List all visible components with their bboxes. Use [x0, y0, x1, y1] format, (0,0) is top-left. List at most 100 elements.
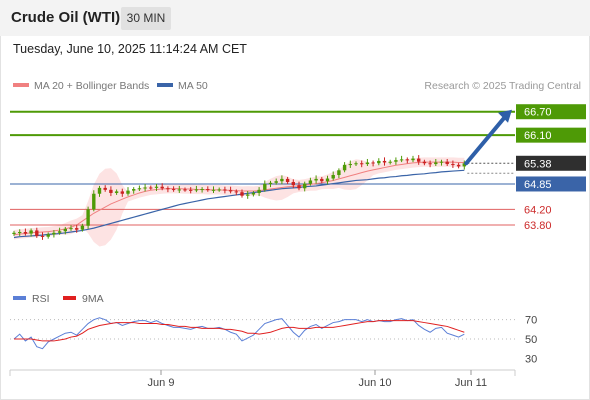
forecast-arrow-head — [498, 109, 512, 123]
bollinger-band — [14, 157, 465, 247]
level-label-66.70: 66.70 — [524, 107, 552, 119]
rsi-swatch — [13, 296, 26, 301]
ma20-label: MA 20 + Bollinger Bands — [34, 80, 150, 92]
candle — [434, 162, 438, 165]
candle — [257, 189, 261, 193]
level-label-64.20: 64.20 — [524, 204, 552, 216]
candle — [240, 192, 244, 196]
ma50-label: MA 50 — [178, 80, 208, 92]
candle — [417, 158, 421, 162]
candle — [228, 190, 233, 192]
legend-rsi: RSI — [13, 293, 50, 305]
candle — [456, 164, 461, 167]
candle — [280, 178, 284, 182]
candle — [217, 189, 221, 191]
candle — [120, 191, 124, 194]
candle — [194, 189, 199, 191]
candle — [46, 234, 50, 237]
candle — [40, 235, 45, 237]
candle — [234, 191, 238, 193]
timestamp: Tuesday, June 10, 2025 11:14:24 AM CET — [13, 42, 247, 56]
candle — [52, 232, 56, 235]
candle — [29, 230, 33, 234]
level-badge-66.70 — [516, 104, 586, 120]
rsi-label: RSI — [32, 293, 50, 305]
candle — [80, 225, 85, 230]
candle — [35, 230, 39, 236]
candle — [12, 232, 16, 234]
candle — [360, 163, 364, 165]
candle — [445, 161, 449, 165]
forecast-arrow — [464, 113, 508, 166]
candle — [337, 170, 341, 175]
candle — [462, 163, 466, 167]
candle — [314, 178, 318, 181]
candle — [137, 188, 142, 190]
level-badge-66.10 — [516, 127, 586, 143]
ma50-line — [13, 169, 465, 239]
level-badge-65.38 — [516, 155, 586, 171]
candle — [189, 189, 193, 191]
candle — [97, 187, 102, 194]
candle — [365, 162, 370, 165]
candle — [200, 189, 204, 191]
candle — [149, 187, 153, 189]
ma9-swatch — [63, 296, 76, 301]
candle — [331, 174, 335, 179]
credit-text: Research © 2025 Trading Central — [424, 80, 581, 92]
candle — [320, 178, 324, 182]
candle — [285, 178, 290, 183]
candle — [325, 178, 330, 182]
legend-ma50: MA 50 — [157, 80, 208, 92]
candle — [388, 161, 392, 163]
rsi-ma-line — [14, 320, 465, 342]
candle — [297, 185, 301, 189]
level-label-65.38: 65.38 — [524, 158, 552, 170]
candle — [223, 189, 227, 191]
candle — [348, 164, 352, 166]
candle — [206, 189, 210, 191]
candle — [428, 163, 432, 165]
timeframe-badge[interactable]: 30 MIN — [121, 7, 171, 30]
candle — [18, 232, 22, 234]
candle — [451, 164, 455, 166]
candle — [342, 164, 347, 171]
ma9-label: 9MA — [82, 293, 104, 305]
candle — [246, 194, 250, 196]
x-tick-label: Jun 9 — [148, 377, 175, 389]
rsi-tick-label: 30 — [525, 353, 537, 365]
x-tick-label: Jun 11 — [455, 377, 487, 389]
candle — [422, 161, 427, 164]
level-label-64.85: 64.85 — [524, 179, 552, 191]
candle — [439, 161, 444, 163]
candle — [394, 160, 398, 162]
candle — [154, 186, 159, 188]
level-label-63.80: 63.80 — [524, 220, 552, 232]
candle — [103, 187, 107, 190]
candle — [183, 189, 187, 191]
candle — [57, 231, 62, 233]
candle — [308, 180, 313, 184]
candle — [303, 183, 307, 189]
candle — [86, 209, 90, 226]
rsi-line — [13, 317, 465, 350]
candle — [251, 192, 256, 195]
candle — [377, 160, 381, 164]
instrument-title: Crude Oil (WTI) — [11, 9, 121, 26]
rsi-tick-label: 50 — [525, 334, 537, 346]
level-label-66.10: 66.10 — [524, 130, 552, 142]
candle — [274, 181, 278, 183]
header-bar: Crude Oil (WTI) 30 MIN — [0, 0, 590, 36]
candle — [268, 182, 273, 184]
ma20-swatch — [13, 83, 29, 88]
candle — [211, 189, 216, 191]
candle — [92, 193, 96, 210]
rsi-tick-label: 70 — [525, 315, 537, 327]
candle — [291, 182, 295, 186]
candle — [171, 189, 176, 191]
candle — [114, 191, 119, 193]
candle — [177, 189, 181, 191]
candle — [23, 232, 28, 234]
candle — [126, 190, 130, 194]
